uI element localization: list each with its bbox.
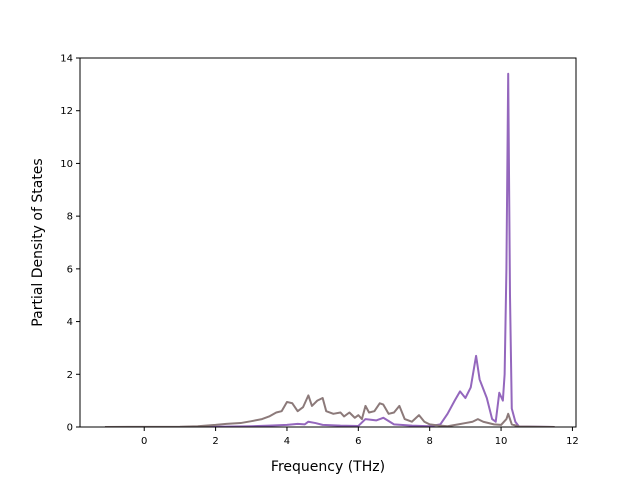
x-tick-label: 2 [212,436,218,447]
y-axis-ticks: 0 2 4 6 8 10 12 14 [60,54,80,434]
y-tick-label: 2 [67,370,73,381]
y-tick-label: 12 [60,106,73,117]
y-tick-label: 10 [60,159,73,170]
y-tick-label: 8 [67,212,73,223]
x-axis-label: Frequency (THz) [271,459,385,475]
plot-frame [79,57,577,428]
x-tick-label: 8 [427,436,433,447]
plot-background [80,58,576,427]
y-tick-label: 0 [67,423,73,434]
x-tick-label: 10 [495,436,508,447]
y-tick-label: 14 [60,54,73,65]
y-axis-label: Partial Density of States [30,158,46,326]
series-group [104,72,555,427]
x-tick-label: 4 [284,436,290,447]
y-tick-label: 6 [67,264,73,275]
series-line-1 [104,72,555,427]
x-tick-label: 12 [566,436,579,447]
x-axis-ticks: 0 2 4 6 8 10 12 [141,427,579,447]
x-tick-label: 0 [141,436,147,447]
series-line-2 [104,394,555,427]
y-tick-label: 4 [67,317,73,328]
x-tick-label: 6 [355,436,361,447]
plot-area [79,57,577,428]
